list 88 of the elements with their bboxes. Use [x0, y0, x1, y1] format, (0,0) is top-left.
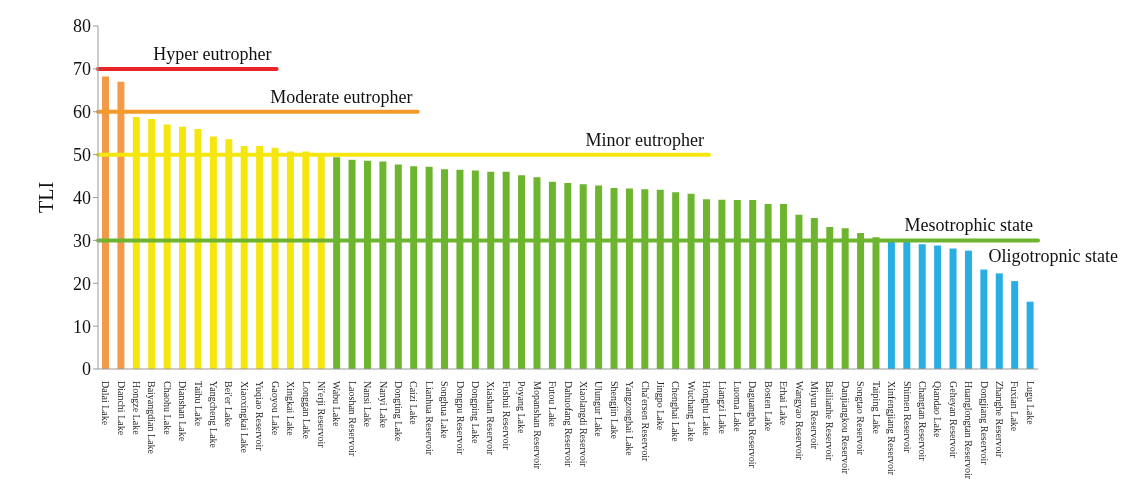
- x-tick-label: Zhanghe Reservoir: [993, 381, 1005, 459]
- x-tick-label: Xinfengjiang Reservoir: [886, 381, 898, 476]
- x-tick-label: Bei'er Lake: [223, 381, 235, 428]
- x-tick-label: Hongze Lake: [131, 381, 143, 436]
- x-tick-label: Mopanshan Reservoir: [531, 381, 543, 470]
- x-tick-label: Baiyangdian Lake: [146, 381, 158, 455]
- x-tick-label: Shengjin Lake: [608, 381, 620, 440]
- x-tick-label: Yangcheng Lake: [208, 381, 220, 449]
- x-tick-label: Huanglongtan Reservoir: [963, 381, 975, 480]
- x-tick-label: Daguangba Reservoir: [747, 381, 759, 469]
- x-tick-label: Yuqiao Reservoir: [254, 381, 266, 452]
- x-tick-label: Dongping Lake: [470, 381, 482, 445]
- bar: [903, 241, 911, 369]
- x-tick-label: Wuchang Lake: [685, 381, 697, 442]
- x-tick-label: Wabu Lake: [331, 381, 343, 428]
- x-tick-label: Xiashan Reservoir: [485, 381, 497, 456]
- bar: [934, 245, 942, 369]
- y-axis-title: TLI: [35, 181, 58, 214]
- x-tick-label: Jingpo Lake: [654, 381, 666, 431]
- bar: [949, 248, 957, 369]
- bar: [980, 269, 988, 369]
- bar: [995, 273, 1003, 369]
- ref-line-label: Mesotrophic state: [904, 215, 1033, 236]
- x-tick-label: Fushui Reservoir: [500, 381, 512, 451]
- x-tick-label: Poyang Lake: [516, 381, 528, 435]
- x-tick-label: Changtan Reservoir: [916, 381, 928, 462]
- x-tick-label: Longgan Lake: [300, 381, 312, 440]
- x-tick-label: Dongpu Reservoir: [454, 381, 466, 456]
- x-tick-label: Danjiangkou Reservoir: [839, 381, 851, 475]
- y-tick-label: 0: [82, 359, 91, 380]
- x-tick-label: Gaoyou Lake: [269, 381, 281, 436]
- bar: [887, 241, 895, 369]
- y-tick-label: 80: [73, 16, 91, 37]
- x-tick-label: Erhai Lake: [778, 381, 790, 426]
- x-tick-label: Dalai Lake: [100, 381, 112, 426]
- x-tick-label: Wangyao Reservoir: [793, 381, 805, 461]
- x-tick-label: Honghu Lake: [701, 381, 713, 437]
- x-tick-label: Luoma Lake: [732, 381, 744, 433]
- x-tick-label: Cha'ersen Reservoir: [639, 381, 651, 463]
- bar: [1011, 281, 1019, 369]
- x-tick-label: Dahuofang Reservoir: [562, 381, 574, 468]
- x-tick-label: Taihu Lake: [192, 381, 204, 427]
- x-tick-label: Chenghai Lake: [670, 381, 682, 443]
- x-tick-label: Dianchi Lake: [115, 381, 127, 436]
- y-tick-label: 60: [73, 102, 91, 123]
- x-tick-label: Futou Lake: [547, 381, 559, 428]
- x-tick-label: Bosten Lake: [762, 381, 774, 432]
- x-tick-label: Dongting Lake: [392, 381, 404, 442]
- x-tick-label: Caizi Lake: [408, 381, 420, 426]
- x-tick-label: Taiping Lake: [870, 381, 882, 435]
- x-tick-label: Xiaolangdi Reservoir: [577, 381, 589, 468]
- x-tick-label: Liangzi Lake: [716, 381, 728, 435]
- x-tick-label: Ni'erji Reservoir: [315, 381, 327, 449]
- x-tick-label: Miyun Reservoir: [809, 381, 821, 450]
- bar: [117, 81, 125, 369]
- bar: [1026, 301, 1034, 369]
- x-tick-label: Ulungur Lake: [593, 381, 605, 438]
- bar: [918, 244, 926, 369]
- bar: [964, 250, 972, 369]
- x-tick-label: Bailianhe Reservoir: [824, 381, 836, 462]
- ref-line-label: Minor eutropher: [585, 129, 704, 150]
- x-tick-label: Songhua Lake: [439, 381, 451, 440]
- ref-line-label: Moderate eutropher: [270, 86, 413, 107]
- x-tick-label: Dianshan Lake: [177, 381, 189, 442]
- x-tick-label: Nansi Lake: [362, 381, 374, 428]
- ref-line-label: Hyper eutropher: [153, 43, 272, 64]
- annotation: Oligotropnic state: [988, 245, 1118, 267]
- y-tick-label: 70: [73, 59, 91, 80]
- x-tick-label: Lugu Lake: [1024, 381, 1036, 426]
- x-tick-label: Songtao Reservoir: [855, 381, 867, 456]
- x-tick-label: Geheyan Reservoir: [947, 381, 959, 459]
- bar: [102, 76, 109, 369]
- x-tick-label: Dongjiang Reservoir: [978, 381, 990, 466]
- x-tick-label: Nanyi Lake: [377, 381, 389, 429]
- x-tick-label: Lianhua Reservoir: [423, 381, 435, 456]
- x-tick-label: Chaohu Lake: [161, 381, 173, 436]
- x-tick-label: Laoshan Reservoir: [346, 381, 358, 457]
- y-tick-label: 50: [73, 145, 91, 166]
- y-tick-label: 40: [73, 187, 91, 208]
- y-tick-label: 30: [73, 230, 91, 251]
- x-tick-label: Qiandao Lake: [932, 381, 944, 438]
- x-tick-label: Yangzonghai Lake: [624, 381, 636, 457]
- x-tick-label: Xiaoxingkai Lake: [238, 381, 250, 454]
- y-tick-label: 20: [73, 273, 91, 294]
- y-tick-label: 10: [73, 316, 91, 337]
- x-tick-label: Shimen Reservoir: [901, 381, 913, 454]
- x-tick-label: Xingkai Lake: [285, 381, 297, 437]
- x-tick-label: Fuxian Lake: [1009, 381, 1021, 432]
